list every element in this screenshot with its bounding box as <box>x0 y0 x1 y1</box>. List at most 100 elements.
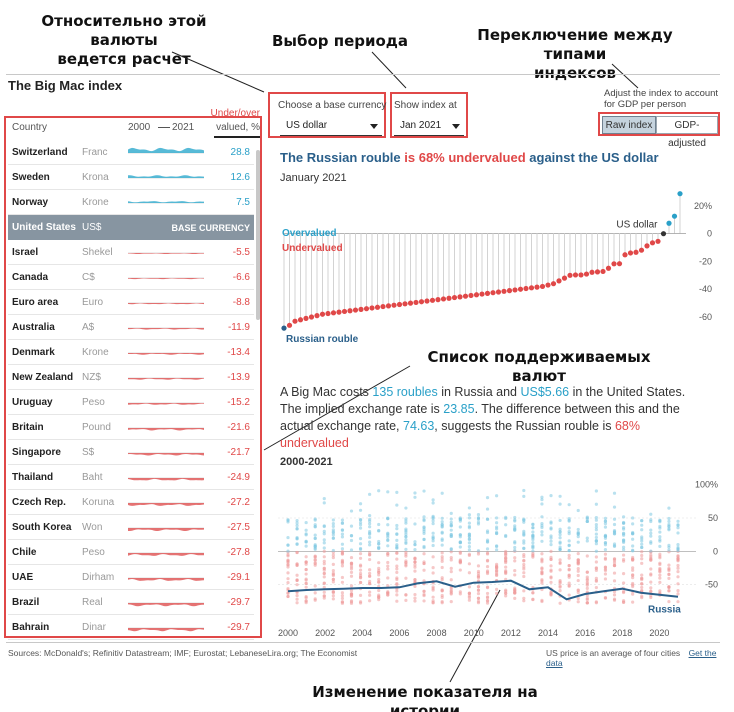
top-divider <box>6 74 720 75</box>
table-row[interactable]: Euro area Euro -8.8 <box>8 290 254 315</box>
history-dot <box>676 592 680 596</box>
table-row[interactable]: Norway Krone 7.5 <box>8 190 254 215</box>
annotation-index-type: Переключение между типами индексов <box>450 26 700 83</box>
currency-name: Krone <box>82 346 109 358</box>
country-dot <box>457 294 463 300</box>
x-tick-label: 2002 <box>315 628 335 638</box>
history-dot <box>340 564 345 568</box>
sparkline <box>128 477 204 481</box>
history-dot <box>585 570 589 574</box>
gdp-adjusted-button[interactable]: GDP-adjusted <box>656 116 718 149</box>
country-dot <box>473 292 480 298</box>
table-scrollbar[interactable] <box>256 150 260 320</box>
history-dot <box>558 585 562 589</box>
history-dot <box>585 601 589 605</box>
history-dot <box>585 519 589 523</box>
history-dot <box>594 516 598 520</box>
history-dot <box>386 523 390 527</box>
country-dot <box>501 288 507 294</box>
table-row[interactable]: Canada C$ -6.6 <box>8 265 254 290</box>
history-dot <box>513 545 517 550</box>
valuation-value: BASE CURRENCY <box>171 222 250 233</box>
history-dot <box>313 518 317 522</box>
table-row[interactable]: South Korea Won -27.5 <box>8 515 254 540</box>
history-dot <box>368 557 372 562</box>
table-row[interactable]: Brazil Real -29.7 <box>8 590 254 615</box>
history-dot <box>567 517 571 521</box>
history-dot <box>540 515 544 519</box>
period-value: Jan 2021 <box>400 120 442 131</box>
history-dot <box>286 594 290 599</box>
valuation-value: -21.6 <box>227 421 250 433</box>
table-row[interactable]: United States US$ BASE CURRENCY <box>8 215 254 240</box>
table-row[interactable]: Chile Peso -27.8 <box>8 540 254 565</box>
table-row[interactable]: UAE Dirham -29.1 <box>8 565 254 590</box>
history-dot <box>431 571 435 575</box>
history-dot <box>358 552 363 556</box>
history-dot <box>676 556 680 561</box>
history-dot <box>422 544 426 549</box>
table-row[interactable]: Thailand Baht -24.9 <box>8 465 254 490</box>
history-dot <box>540 502 544 506</box>
history-dot <box>540 533 544 537</box>
col-value-line1[interactable]: Under/over <box>210 108 260 119</box>
table-row[interactable]: Israel Shekel -5.5 <box>8 240 254 265</box>
history-dot <box>340 518 345 522</box>
history-dot <box>612 563 617 568</box>
base-currency-select[interactable]: US dollar <box>280 116 382 136</box>
history-dot <box>331 571 335 575</box>
history-dot <box>431 519 435 523</box>
col-value-line2[interactable]: valued, % <box>216 122 260 133</box>
history-dot <box>549 527 553 531</box>
history-dot <box>640 528 644 532</box>
valuation-value: -11.9 <box>227 321 250 333</box>
explain-actual-rate: 74.63 <box>403 419 435 433</box>
history-dot <box>467 513 471 517</box>
table-row[interactable]: Switzerland Franc 28.8 <box>8 140 254 165</box>
history-dot <box>286 554 290 558</box>
valuation-value: -13.9 <box>227 371 250 383</box>
history-dot <box>631 531 635 536</box>
history-dot <box>413 560 417 564</box>
history-dot <box>612 530 617 534</box>
country-dot <box>495 289 502 295</box>
sparkline <box>128 302 204 305</box>
table-row[interactable]: Bahrain Dinar -29.7 <box>8 615 254 640</box>
table-row[interactable]: Czech Rep. Koruna -27.2 <box>8 490 254 515</box>
table-row[interactable]: Uruguay Peso -15.2 <box>8 390 254 415</box>
history-dot <box>649 540 653 544</box>
country-name: Euro area <box>12 296 59 308</box>
history-dot <box>631 544 635 548</box>
table-row[interactable]: Britain Pound -21.6 <box>8 415 254 440</box>
table-row[interactable]: Sweden Krona 12.6 <box>8 165 254 190</box>
country-name: Britain <box>12 421 44 433</box>
period-select[interactable]: Jan 2021 <box>394 116 464 136</box>
chevron-down-icon <box>370 124 378 129</box>
history-dot <box>476 552 481 556</box>
history-dot <box>386 538 390 542</box>
history-dot <box>504 571 508 576</box>
history-dot <box>322 571 326 576</box>
table-row[interactable]: Singapore S$ -21.7 <box>8 440 254 465</box>
history-dot <box>603 522 608 526</box>
table-row[interactable]: New Zealand NZ$ -13.9 <box>8 365 254 390</box>
table-row[interactable]: Denmark Krone -13.4 <box>8 340 254 365</box>
history-dot <box>531 555 535 559</box>
adjust-label-line1: Adjust the index to account <box>604 88 719 99</box>
history-dot <box>621 545 626 549</box>
history-dot <box>621 559 626 563</box>
history-dot <box>476 585 481 589</box>
history-dot <box>458 560 462 564</box>
history-dot <box>467 552 471 556</box>
history-dot <box>594 502 598 506</box>
table-row[interactable]: Australia A$ -11.9 <box>8 315 254 340</box>
get-data-link[interactable]: Get the data <box>546 648 717 668</box>
us-dot <box>660 231 667 237</box>
annotation-base-currency: Относительно этой валюты ведется расчет <box>8 12 240 69</box>
history-dot <box>395 523 399 528</box>
raw-index-button[interactable]: Raw index <box>602 116 656 134</box>
history-dot <box>422 525 426 529</box>
x-tick-label: 2012 <box>501 628 521 638</box>
country-name: United States <box>12 222 76 233</box>
history-dot <box>540 495 544 499</box>
